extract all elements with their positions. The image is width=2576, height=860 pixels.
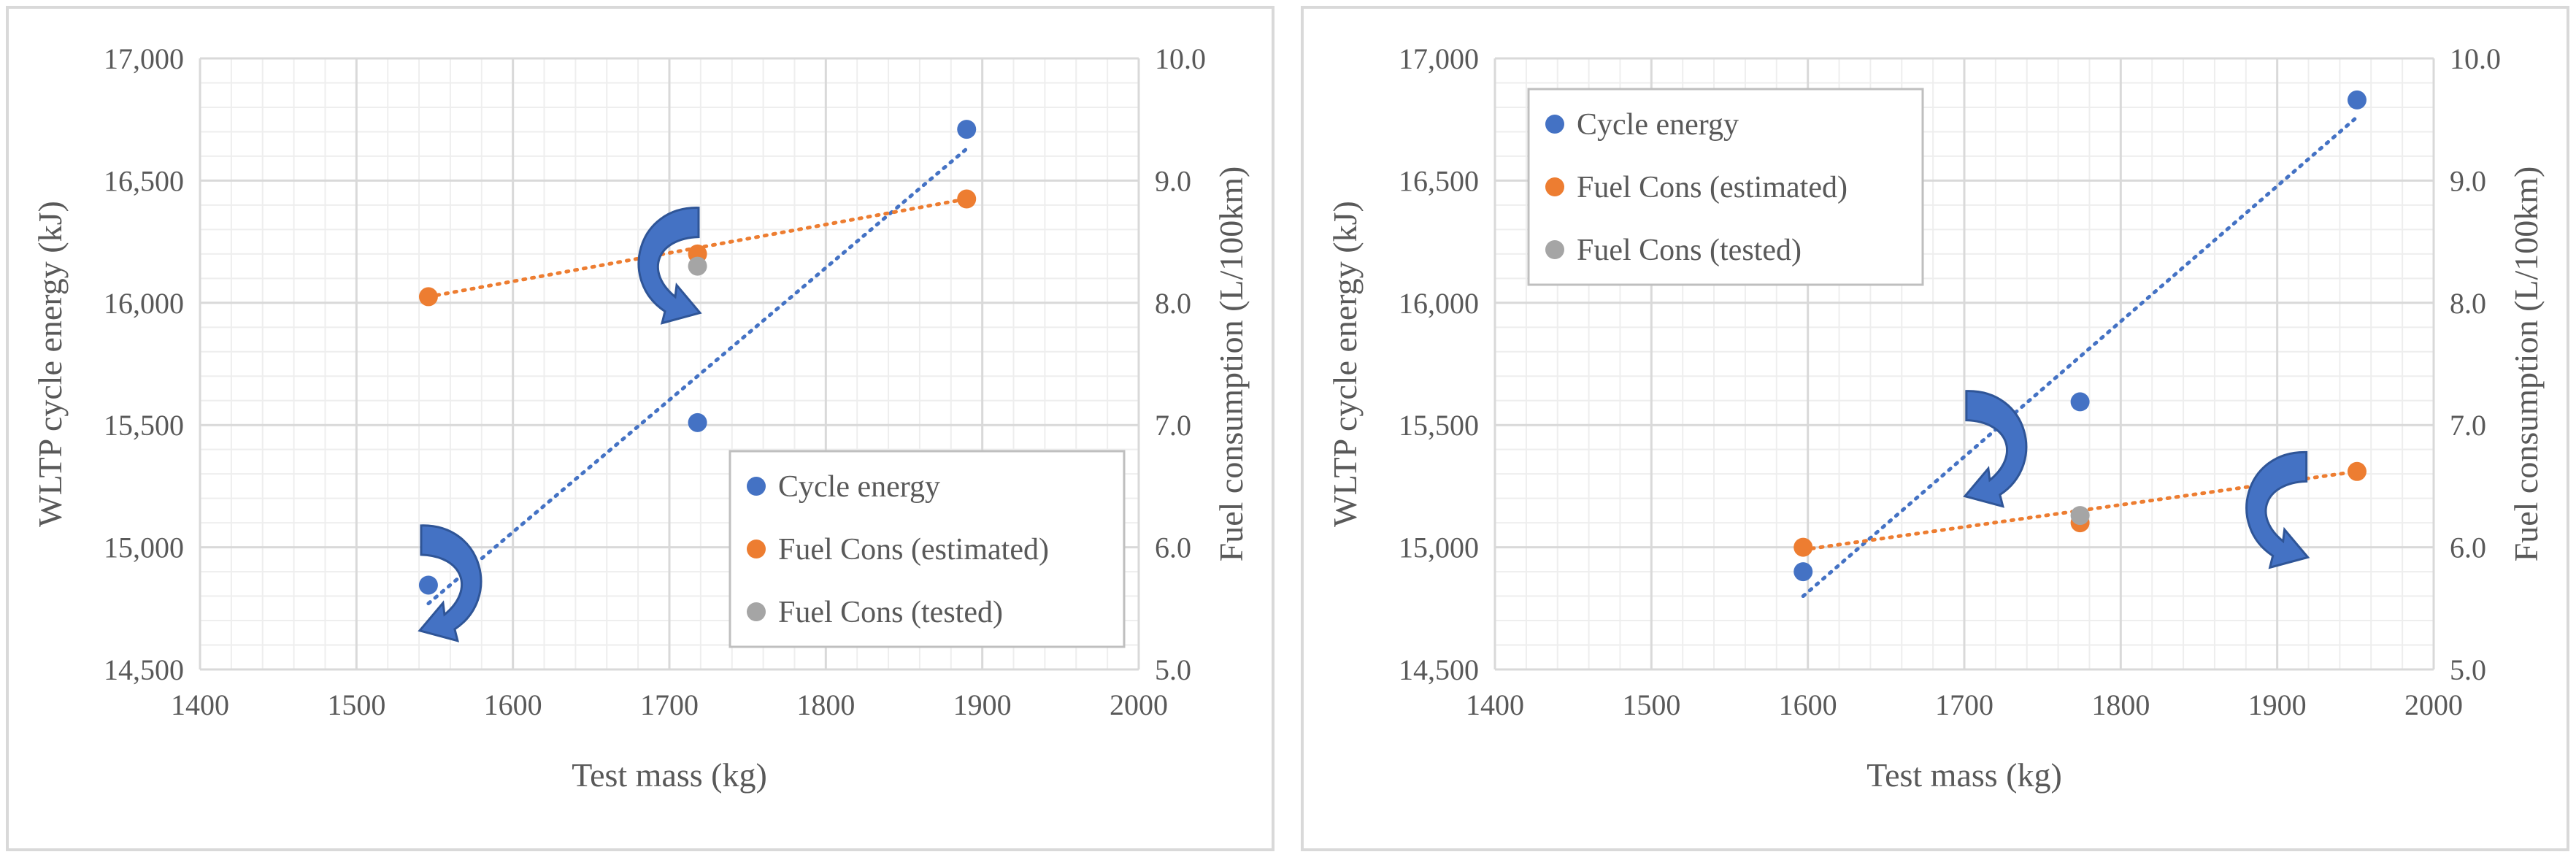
data-point-series-0: [2347, 90, 2367, 110]
trendline-series-0: [1801, 115, 2359, 599]
curved-arrow-icon: [1963, 390, 2028, 508]
legend-label: Fuel Cons (estimated): [778, 533, 1049, 567]
legend-label: Fuel Cons (estimated): [1577, 171, 1848, 204]
y-tick-label: 16,500: [104, 164, 184, 197]
x-tick-label: 2000: [2404, 688, 2463, 721]
legend-label: Fuel Cons (tested): [1577, 234, 1802, 267]
x-tick-label: 1500: [1622, 688, 1680, 721]
y-tick-label: 17,000: [1399, 42, 1479, 75]
y2-tick-label: 6.0: [2450, 531, 2486, 564]
legend-box: [728, 450, 1126, 648]
data-point-series-1: [2347, 461, 2367, 481]
y2-tick-label: 8.0: [1155, 287, 1191, 320]
scatter-chart-1: 1400 1500 1600 1700 1800 1900 2000 17,000 16,500…: [1326, 42, 2545, 794]
y-tick-label: 15,000: [104, 531, 184, 564]
y2-tick-label: 10.0: [2450, 42, 2501, 75]
chart-panel-left: 1400 1500 1600 1700 1800 1900 2000 17,000 16,500…: [6, 6, 1274, 851]
y2-tick-label: 5.0: [2450, 653, 2486, 686]
data-point-series-1: [1793, 537, 1813, 557]
x-tick-label: 1600: [484, 688, 542, 721]
x-tick-label: 1900: [2248, 688, 2307, 721]
y-tick-label: 16,000: [104, 287, 184, 320]
x-axis-title: Test mass (kg): [1866, 756, 2062, 794]
x-tick-label: 1600: [1779, 688, 1837, 721]
y2-tick-label: 5.0: [1155, 653, 1191, 686]
legend-marker: [747, 540, 766, 558]
legend-marker: [1545, 177, 1564, 196]
legend: Cycle energy Fuel Cons (estimated) Fuel Co…: [728, 450, 1126, 648]
x-tick-label: 1700: [1935, 688, 1993, 721]
curved-arrow-icon: [637, 207, 702, 325]
major-gridlines: [199, 57, 1140, 671]
y2-tick-label: 7.0: [2450, 409, 2486, 442]
curved-arrow-icon: [2245, 450, 2310, 569]
data-point-series-1: [957, 189, 977, 209]
data-point-series-0: [957, 120, 977, 139]
data-point-series-2: [688, 256, 707, 276]
y-tick-label: 14,500: [104, 653, 184, 686]
legend-label: Cycle energy: [778, 470, 940, 504]
data-point-series-2: [2070, 506, 2090, 526]
x-tick-label: 1700: [640, 688, 699, 721]
x-axis-title: Test mass (kg): [572, 756, 767, 794]
y-tick-label: 16,500: [1399, 164, 1479, 197]
scatter-chart-0: 1400 1500 1600 1700 1800 1900 2000 17,000 16,500…: [31, 42, 1250, 794]
y2-axis-title: Fuel consumption (L/100km): [2507, 166, 2545, 562]
y-tick-label: 15,500: [1399, 409, 1479, 442]
data-point-series-0: [2070, 392, 2090, 412]
y-tick-label: 17,000: [104, 42, 184, 75]
y-tick-label: 15,000: [1399, 531, 1479, 564]
data-point-series-1: [418, 287, 438, 307]
data-point-series-0: [418, 575, 438, 595]
legend-box: [1527, 88, 1924, 286]
data-point-series-0: [1793, 562, 1813, 582]
legend-marker: [747, 477, 766, 496]
legend-marker: [1545, 240, 1564, 259]
data-point-series-0: [688, 412, 707, 432]
x-tick-label: 1900: [953, 688, 1012, 721]
y2-tick-label: 9.0: [2450, 164, 2486, 197]
legend-marker: [747, 602, 766, 621]
x-tick-label: 1400: [1466, 688, 1524, 721]
legend-label: Fuel Cons (tested): [778, 596, 1003, 629]
y-axis-title: WLTP cycle energy (kJ): [31, 201, 69, 527]
x-tick-label: 2000: [1110, 688, 1168, 721]
legend-marker: [1545, 115, 1564, 134]
y-axis-title: WLTP cycle energy (kJ): [1326, 201, 1364, 527]
y2-tick-label: 6.0: [1155, 531, 1191, 564]
legend: Cycle energy Fuel Cons (estimated) Fuel Co…: [1527, 88, 1924, 286]
chart-panel-right: 1400 1500 1600 1700 1800 1900 2000 17,000 16,500…: [1301, 6, 2569, 851]
y2-tick-label: 8.0: [2450, 287, 2486, 320]
x-tick-label: 1800: [2091, 688, 2150, 721]
trendline-series-0: [426, 147, 969, 606]
x-tick-label: 1500: [327, 688, 385, 721]
x-tick-label: 1800: [796, 688, 855, 721]
y2-tick-label: 9.0: [1155, 164, 1191, 197]
y2-axis-title: Fuel consumption (L/100km): [1212, 166, 1250, 562]
y-tick-label: 15,500: [104, 409, 184, 442]
y-tick-label: 14,500: [1399, 653, 1479, 686]
curved-arrow-icon: [418, 524, 482, 642]
y2-tick-label: 10.0: [1155, 42, 1206, 75]
y-tick-label: 16,000: [1399, 287, 1479, 320]
legend-label: Cycle energy: [1577, 108, 1739, 142]
x-tick-label: 1400: [171, 688, 229, 721]
y2-tick-label: 7.0: [1155, 409, 1191, 442]
